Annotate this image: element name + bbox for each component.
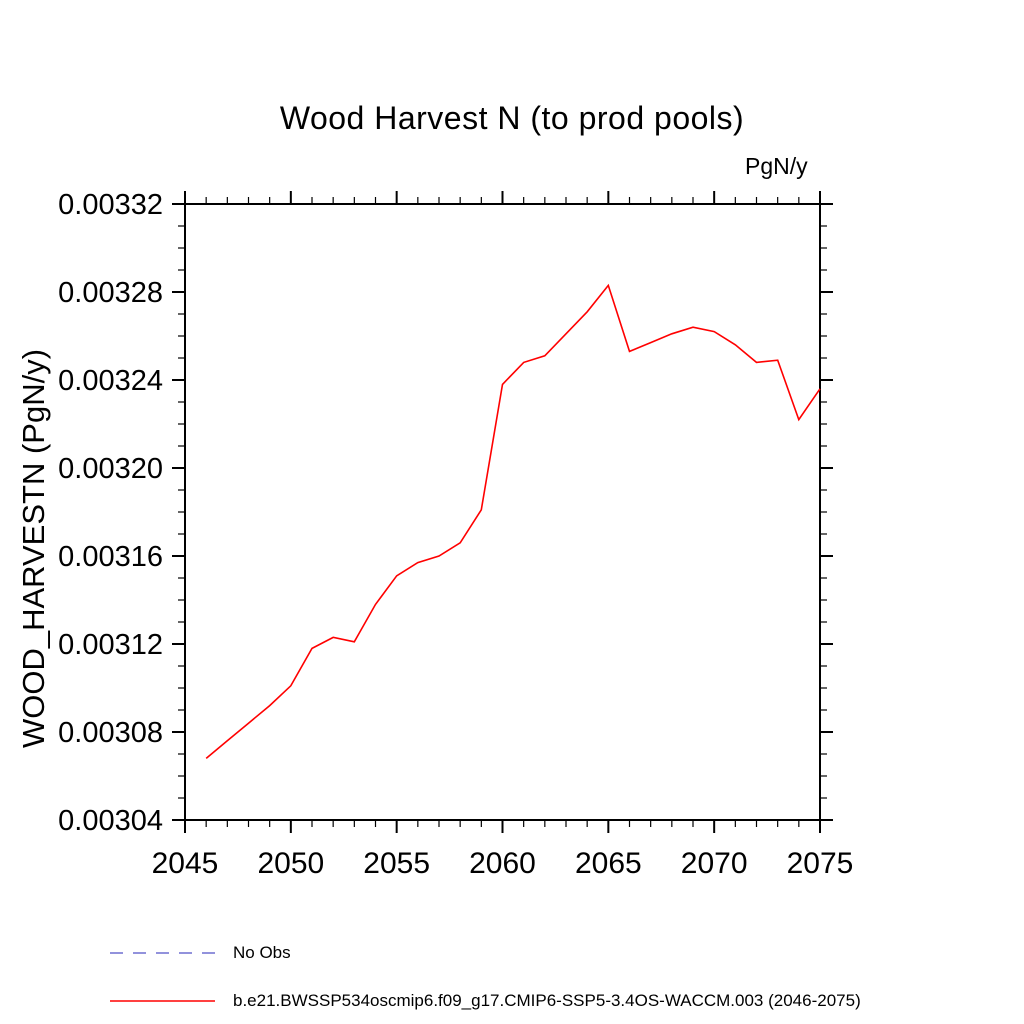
y-tick-label: 0.00332	[58, 189, 163, 221]
legend-label-model-run: b.e21.BWSSP534oscmip6.f09_g17.CMIP6-SSP5…	[233, 991, 861, 1010]
x-tick-label: 2075	[787, 847, 854, 880]
x-tick-label: 2060	[469, 847, 536, 880]
x-tick-label: 2055	[363, 847, 430, 880]
units-label: PgN/y	[745, 153, 808, 179]
y-tick-label: 0.00316	[58, 541, 163, 573]
y-tick-label: 0.00320	[58, 453, 163, 485]
chart-title: Wood Harvest N (to prod pools)	[279, 100, 745, 136]
legend: No Obs b.e21.BWSSP534oscmip6.f09_g17.CMI…	[110, 938, 861, 1024]
no-obs-line-sample	[110, 952, 215, 954]
x-tick-label: 2065	[575, 847, 642, 880]
x-tick-label: 2045	[152, 847, 219, 880]
legend-label-no-obs: No Obs	[233, 943, 291, 962]
x-tick-label: 2050	[257, 847, 324, 880]
legend-item-model-run: b.e21.BWSSP534oscmip6.f09_g17.CMIP6-SSP5…	[110, 986, 861, 1016]
legend-item-no-obs: No Obs	[110, 938, 861, 968]
x-tick-label: 2070	[681, 847, 748, 880]
y-tick-label: 0.00324	[58, 365, 163, 397]
y-tick-label: 0.00308	[58, 717, 163, 749]
y-tick-label: 0.00312	[58, 629, 163, 661]
plot-frame	[184, 203, 821, 821]
y-tick-label: 0.00328	[58, 277, 163, 309]
model-run-line-sample	[110, 1000, 215, 1002]
y-tick-label: 0.00304	[58, 805, 163, 837]
series-line	[205, 283, 821, 760]
